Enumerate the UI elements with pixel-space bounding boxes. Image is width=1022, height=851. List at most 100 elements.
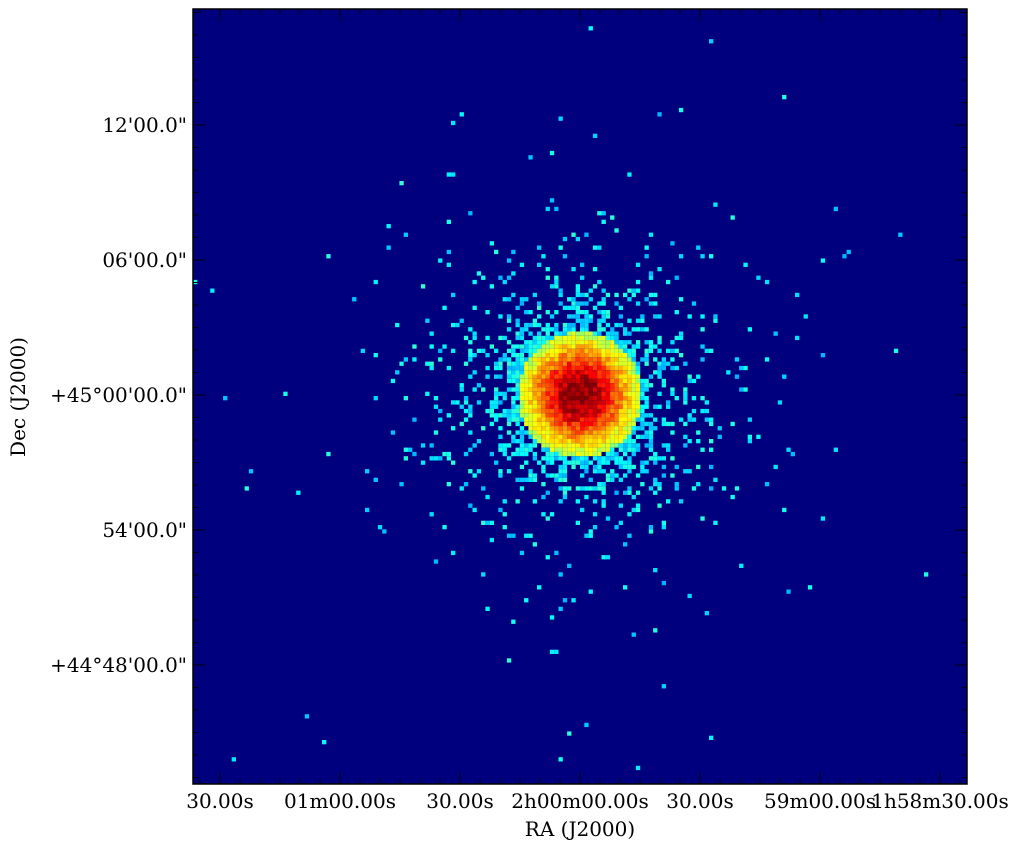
count-pixel (618, 370, 623, 375)
count-pixel (549, 408, 555, 414)
count-pixel (601, 417, 606, 422)
count-pixel (494, 374, 499, 379)
count-pixel (674, 464, 679, 470)
count-pixel (554, 439, 559, 444)
count-pixel (549, 340, 555, 345)
count-pixel (567, 327, 572, 332)
count-pixel (635, 365, 641, 371)
count-pixel (373, 396, 378, 401)
count-pixel (648, 383, 654, 388)
count-pixel (528, 348, 533, 353)
count-pixel (623, 473, 628, 478)
count-pixel (549, 615, 555, 620)
count-pixel (597, 353, 602, 358)
count-pixel (429, 512, 434, 517)
count-pixel (653, 490, 658, 495)
count-pixel (614, 301, 619, 306)
count-pixel (446, 249, 451, 255)
count-pixel (549, 387, 555, 392)
count-pixel (545, 387, 550, 392)
count-pixel (554, 473, 559, 478)
count-pixel (519, 447, 525, 452)
count-pixel (541, 378, 546, 384)
count-pixel (549, 353, 555, 358)
count-pixel (601, 335, 606, 341)
count-pixel (575, 499, 580, 504)
count-pixel (575, 400, 580, 405)
count-pixel (580, 310, 585, 315)
count-pixel (532, 361, 537, 366)
count-pixel (648, 426, 654, 431)
count-pixel (700, 408, 705, 414)
count-pixel (580, 301, 585, 306)
count-pixel (554, 417, 559, 422)
count-pixel (605, 421, 611, 427)
count-pixel (532, 344, 537, 349)
count-pixel (661, 421, 666, 427)
count-pixel (567, 447, 572, 452)
count-pixel (571, 361, 576, 366)
count-pixel (322, 740, 327, 745)
count-pixel (623, 408, 628, 414)
count-pixel (429, 331, 434, 336)
count-pixel (674, 310, 679, 315)
count-pixel (425, 318, 430, 323)
count-pixel (580, 460, 585, 465)
count-pixel (696, 464, 701, 470)
count-pixel (571, 301, 576, 306)
count-pixel (618, 353, 623, 358)
count-pixel (610, 365, 615, 371)
count-pixel (558, 477, 563, 482)
count-pixel (605, 430, 611, 435)
count-pixel (627, 370, 632, 375)
count-pixel (644, 340, 649, 345)
count-pixel (709, 254, 714, 259)
count-pixel (631, 378, 636, 384)
count-pixel (442, 525, 447, 530)
count-pixel (549, 378, 555, 384)
count-pixel (627, 391, 632, 396)
count-pixel (820, 353, 826, 358)
count-pixel (601, 421, 606, 427)
count-pixel (511, 348, 516, 353)
count-pixel (567, 387, 572, 392)
count-pixel (519, 348, 525, 353)
count-pixel (631, 400, 636, 405)
count-pixel (614, 408, 619, 414)
count-pixel (524, 357, 529, 362)
count-pixel (687, 378, 692, 384)
count-pixel (365, 469, 370, 474)
count-pixel (661, 365, 666, 371)
count-pixel (764, 482, 770, 487)
count-pixel (635, 344, 641, 349)
count-pixel (558, 430, 563, 435)
count-pixel (524, 370, 529, 375)
count-pixel (476, 439, 482, 444)
count-pixel (623, 460, 628, 465)
count-pixel (420, 460, 426, 465)
count-pixel (532, 417, 537, 422)
count-pixel (451, 426, 456, 431)
count-pixel (562, 439, 568, 444)
count-pixel (575, 430, 580, 435)
count-pixel (648, 232, 654, 237)
count-pixel (610, 430, 615, 435)
count-pixel (532, 451, 537, 457)
count-pixel (601, 327, 606, 332)
count-pixel (627, 340, 632, 345)
count-pixel (687, 413, 692, 418)
count-pixel (584, 447, 589, 452)
count-pixel (545, 451, 550, 457)
count-pixel (747, 417, 752, 422)
count-pixel (640, 434, 645, 439)
count-pixel (519, 378, 525, 384)
count-pixel (666, 447, 671, 452)
count-pixel (438, 456, 443, 461)
count-pixel (584, 301, 589, 306)
count-pixel (627, 404, 632, 409)
count-pixel (575, 404, 580, 409)
count-pixel (532, 292, 537, 298)
count-pixel (588, 529, 593, 534)
count-pixel (721, 486, 727, 491)
count-pixel (519, 374, 525, 379)
